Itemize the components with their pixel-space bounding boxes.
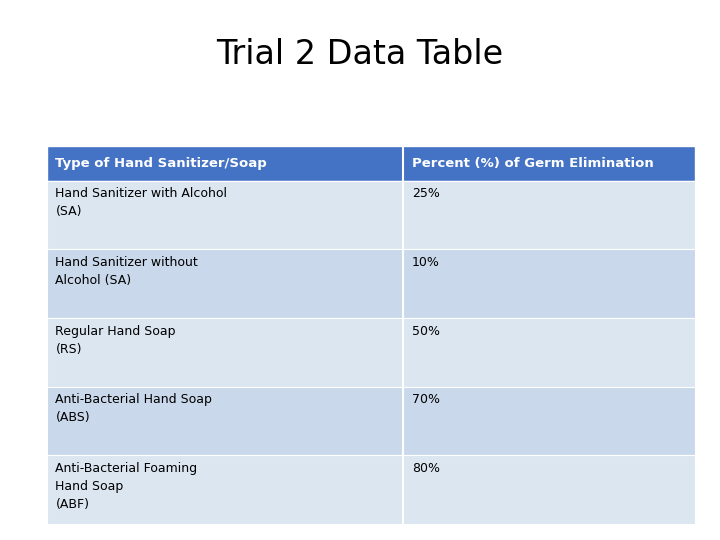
Text: Percent (%) of Germ Elimination: Percent (%) of Germ Elimination: [412, 157, 654, 170]
Text: 80%: 80%: [412, 462, 440, 475]
Text: 10%: 10%: [412, 256, 440, 269]
Text: Regular Hand Soap
(RS): Regular Hand Soap (RS): [55, 325, 176, 355]
Text: Trial 2 Data Table: Trial 2 Data Table: [217, 38, 503, 71]
Text: 70%: 70%: [412, 393, 440, 406]
Text: 25%: 25%: [412, 187, 440, 200]
Text: Anti-Bacterial Hand Soap
(ABS): Anti-Bacterial Hand Soap (ABS): [55, 393, 212, 424]
Text: Type of Hand Sanitizer/Soap: Type of Hand Sanitizer/Soap: [55, 157, 267, 170]
Text: 50%: 50%: [412, 325, 440, 338]
Text: Hand Sanitizer with Alcohol
(SA): Hand Sanitizer with Alcohol (SA): [55, 187, 228, 218]
Text: Hand Sanitizer without
Alcohol (SA): Hand Sanitizer without Alcohol (SA): [55, 256, 198, 287]
Bar: [47, 146, 695, 181]
Text: Anti-Bacterial Foaming
Hand Soap
(ABF): Anti-Bacterial Foaming Hand Soap (ABF): [55, 462, 197, 511]
